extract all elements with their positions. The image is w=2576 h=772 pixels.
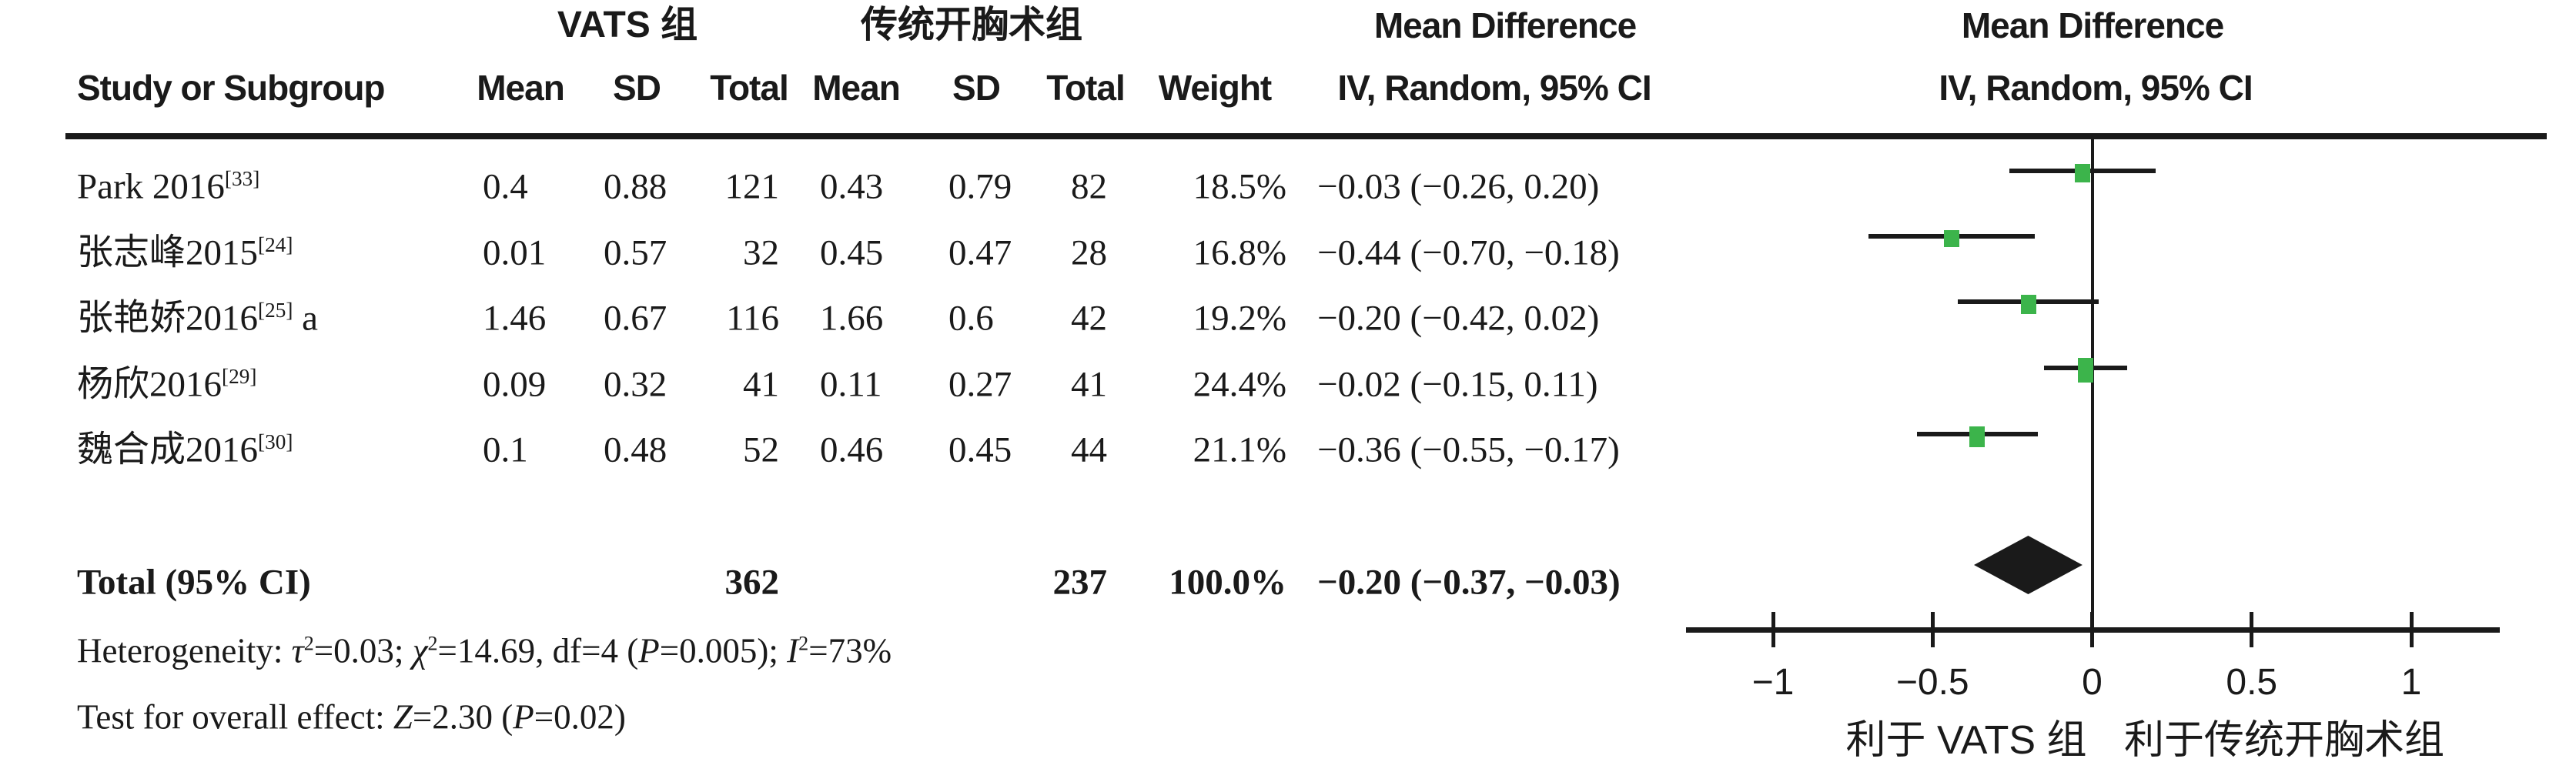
vats-total: 32 — [743, 232, 779, 273]
vats-mean-header: Mean — [477, 68, 565, 108]
axis-tick — [2090, 612, 2094, 647]
ci-text-column-header: IV, Random, 95% CI — [1337, 68, 1651, 108]
axis-tick — [2409, 612, 2414, 647]
total-weight: 100.0% — [1169, 562, 1286, 603]
study-name: 张艳娇2016[25] a — [77, 298, 319, 339]
control-sd: 0.45 — [948, 429, 1012, 470]
axis-tick — [2250, 612, 2254, 647]
favours-left-label: 利于 VATS 组 — [1845, 718, 2087, 763]
ci-text-value: −0.03 (−0.26, 0.20) — [1317, 166, 1600, 207]
study-name: 魏合成2016[30] — [77, 429, 293, 470]
control-mean: 0.45 — [820, 232, 884, 273]
vats-mean: 0.1 — [483, 429, 528, 470]
vats-total: 121 — [724, 166, 780, 207]
study-column-header: Study or Subgroup — [77, 68, 386, 108]
total-diamond-shape — [1974, 536, 2083, 594]
control-sd: 0.27 — [948, 364, 1012, 405]
effect-square-marker — [1969, 426, 1986, 447]
axis-tick-label: 1 — [2400, 662, 2422, 703]
control-sd: 0.79 — [948, 166, 1012, 207]
mean-difference-text-header: Mean Difference — [1373, 5, 1637, 45]
vats-sd: 0.88 — [604, 166, 667, 207]
axis-tick — [1930, 612, 1935, 647]
axis-tick — [1771, 612, 1775, 647]
weight-value: 16.8% — [1193, 232, 1286, 273]
control-total: 42 — [1071, 298, 1107, 339]
overall-effect-line: Test for overall effect: Z=2.30 (P=0.02) — [77, 697, 626, 737]
control-mean: 0.46 — [820, 429, 884, 470]
vats-sd: 0.48 — [604, 429, 667, 470]
ci-text-value: −0.36 (−0.55, −0.17) — [1317, 429, 1620, 470]
control-mean: 1.66 — [820, 298, 884, 339]
weight-column-header: Weight — [1158, 68, 1272, 108]
study-name: 张志峰2015[24] — [77, 232, 293, 273]
vats-mean: 0.4 — [483, 166, 528, 207]
vats-mean: 0.09 — [483, 364, 547, 405]
total-ci-text: −0.20 (−0.37, −0.03) — [1317, 562, 1621, 603]
weight-value: 21.1% — [1193, 429, 1286, 470]
weight-value: 18.5% — [1193, 166, 1286, 207]
study-name: 杨欣2016[29] — [77, 364, 257, 405]
vats-total: 41 — [743, 364, 779, 405]
vats-mean: 0.01 — [483, 232, 547, 273]
control-mean: 0.43 — [820, 166, 884, 207]
weight-value: 24.4% — [1193, 364, 1286, 405]
control-total-header: Total — [1046, 68, 1125, 108]
zero-line — [2091, 139, 2094, 630]
control-sd-header: SD — [952, 68, 1001, 108]
header-separator-rule — [65, 133, 2547, 139]
vats-total: 116 — [726, 298, 779, 339]
vats-total: 52 — [743, 429, 779, 470]
ci-text-value: −0.44 (−0.70, −0.18) — [1317, 232, 1620, 273]
control-sd: 0.6 — [948, 298, 994, 339]
vats-sd-header: SD — [613, 68, 661, 108]
vats-total-header: Total — [710, 68, 788, 108]
group2-header: 传统开胸术组 — [860, 5, 1083, 45]
heterogeneity-line: Heterogeneity: τ2=0.03; χ2=14.69, df=4 (… — [77, 631, 892, 670]
ci-plot-column-header: IV, Random, 95% CI — [1939, 68, 2253, 108]
effect-square-marker — [1944, 230, 1960, 247]
axis-tick-label: −1 — [1751, 662, 1795, 703]
control-sd: 0.47 — [948, 232, 1012, 273]
control-total: 28 — [1071, 232, 1107, 273]
vats-sd: 0.67 — [604, 298, 667, 339]
effect-square-marker — [2078, 358, 2094, 383]
ci-text-value: −0.02 (−0.15, 0.11) — [1317, 364, 1598, 405]
control-mean-header: Mean — [812, 68, 901, 108]
study-name: Park 2016[33] — [77, 166, 260, 207]
axis-tick-label: 0 — [2082, 662, 2103, 703]
effect-square-marker — [2020, 294, 2036, 314]
effect-square-marker — [2075, 164, 2091, 182]
favours-right-label: 利于传统开胸术组 — [2123, 718, 2445, 763]
control-total: 44 — [1071, 429, 1107, 470]
total-row-label: Total (95% CI) — [77, 562, 311, 603]
mean-difference-plot-header: Mean Difference — [1961, 5, 2224, 45]
vats-mean: 1.46 — [483, 298, 547, 339]
axis-tick-label: −0.5 — [1895, 662, 1969, 703]
control-total: 41 — [1071, 364, 1107, 405]
total-vats-n: 362 — [724, 562, 780, 603]
vats-sd: 0.32 — [604, 364, 667, 405]
ci-text-value: −0.20 (−0.42, 0.02) — [1317, 298, 1600, 339]
total-diamond-marker — [1974, 536, 2083, 594]
control-total: 82 — [1071, 166, 1107, 207]
axis-tick-label: 0.5 — [2226, 662, 2278, 703]
vats-sd: 0.57 — [604, 232, 667, 273]
weight-value: 19.2% — [1193, 298, 1286, 339]
control-mean: 0.11 — [820, 364, 882, 405]
total-control-n: 237 — [1052, 562, 1108, 603]
group1-header: VATS 组 — [557, 5, 698, 45]
